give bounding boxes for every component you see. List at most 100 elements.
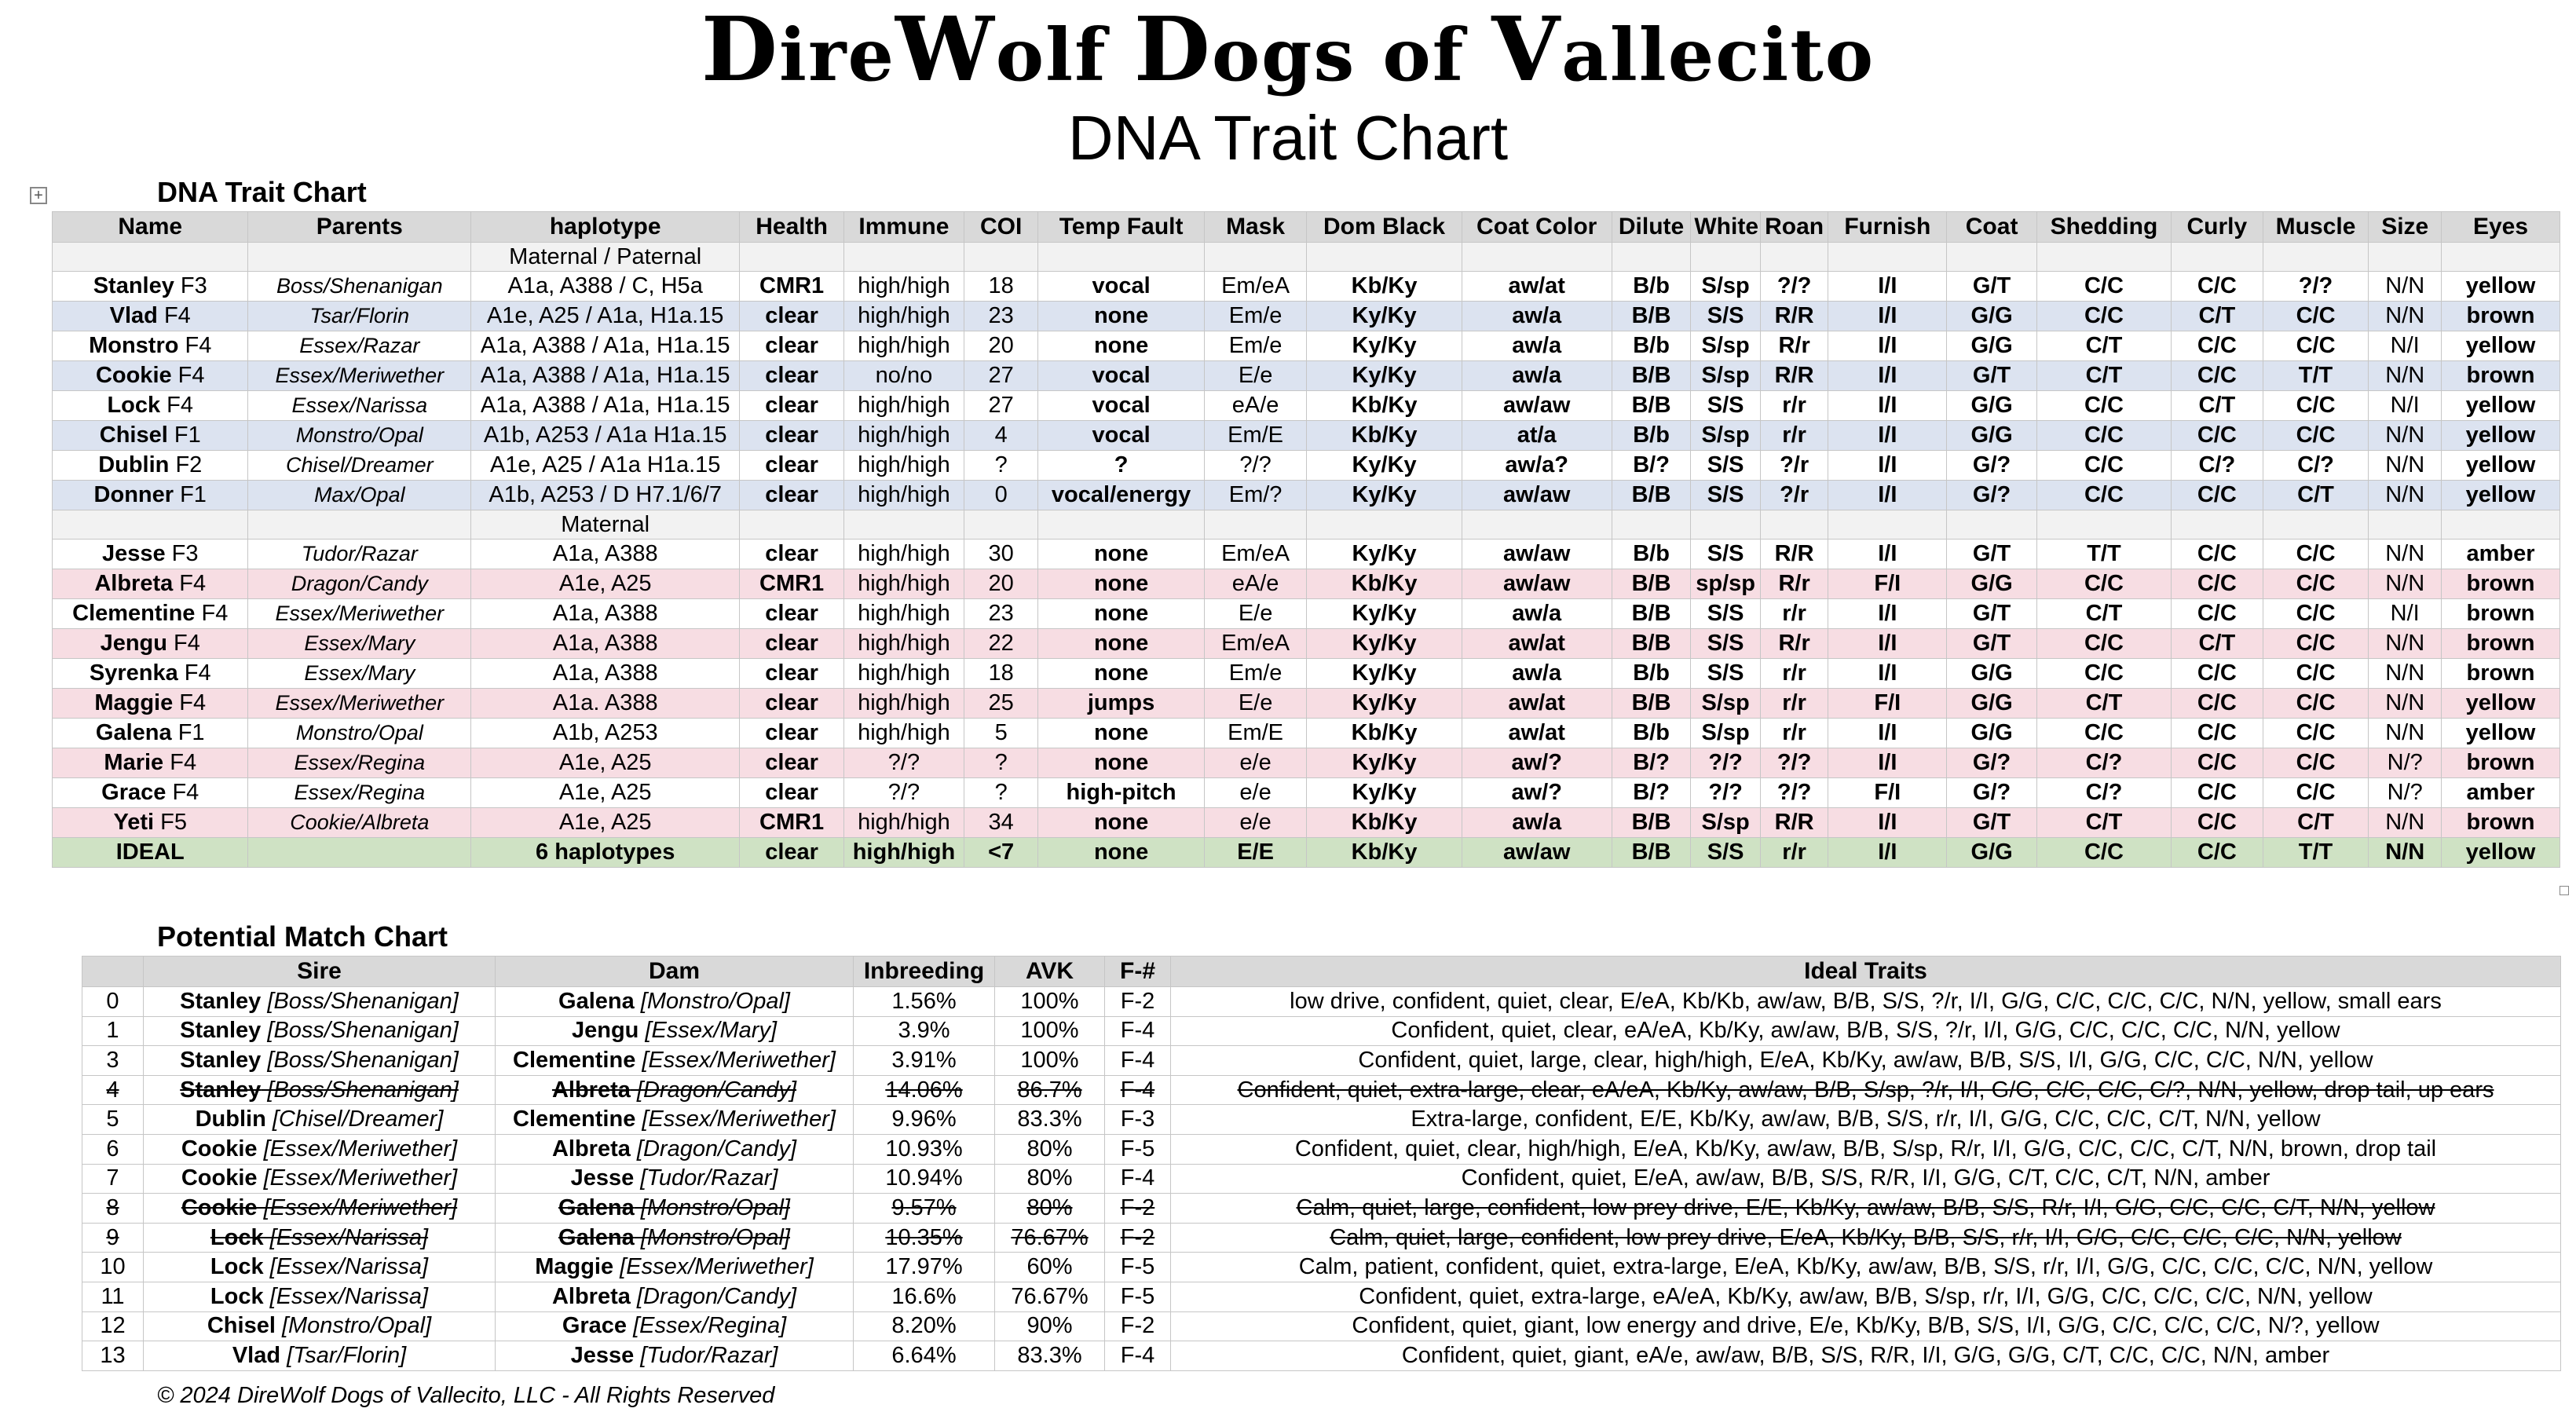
dog-generation: F4	[195, 601, 229, 626]
table-cell: e/e	[1203, 777, 1308, 808]
table-cell: CMR1	[739, 807, 844, 838]
dam-cell: Maggie [Essex/Meriwether]	[495, 1252, 854, 1282]
table-cell: none	[1037, 301, 1205, 331]
table-cell: Em/e	[1203, 658, 1308, 689]
sire-cell: Stanley [Boss/Shenanigan]	[143, 1015, 496, 1047]
table-cell: N/N	[2368, 628, 2442, 659]
table-cell: aw/a?	[1461, 450, 1612, 481]
avk-cell: 76.67%	[994, 1281, 1105, 1312]
table-cell: clear	[739, 539, 844, 569]
table-cell: A1b, A253	[470, 718, 741, 748]
table-cell: ?/r	[1759, 450, 1829, 481]
table-cell: vocal	[1037, 420, 1205, 451]
table-cell: Em/eA	[1203, 539, 1308, 569]
table-cell: Tsar/Florin	[247, 301, 472, 331]
table-cell: yellow	[2440, 718, 2561, 748]
sire-name: Lock	[210, 1224, 264, 1250]
table-cell	[2170, 510, 2263, 540]
ideal-traits-cell: Confident, quiet, extra-large, eA/eA, Kb…	[1170, 1281, 2561, 1312]
table-cell: Essex/Regina	[247, 748, 472, 778]
sire-name: Vlad	[232, 1342, 281, 1368]
table-cell: CMR1	[739, 271, 844, 302]
table-cell: T/T	[2262, 837, 2369, 868]
table-cell: 27	[963, 390, 1039, 421]
table-cell: clear	[739, 390, 844, 421]
match-number: 10	[82, 1252, 144, 1282]
dam-parents: [Monstro/Opal]	[634, 988, 790, 1014]
table-cell: vocal	[1037, 360, 1205, 391]
dog-name: Cookie	[95, 363, 172, 388]
dam-parents: [Monstro/Opal]	[634, 1194, 790, 1220]
table-cell: aw/a	[1461, 598, 1612, 629]
table-cell: A1a, A388 / A1a, H1a.15	[470, 360, 741, 391]
table-row: 1 Stanley [Boss/Shenanigan] Jengu [Essex/M…	[82, 1015, 2561, 1047]
dog-name-cell: Maggie F4	[51, 688, 249, 719]
ideal-traits-cell: Confident, quiet, clear, eA/eA, Kb/Ky, a…	[1170, 1015, 2561, 1047]
table-cell: high/high	[843, 598, 964, 629]
trait-column-header: Dom Black	[1306, 211, 1462, 243]
table-cell: S/S	[1690, 628, 1761, 659]
dog-generation: F1	[174, 482, 207, 507]
table-cell: aw/at	[1461, 271, 1612, 302]
table-cell	[2440, 510, 2561, 540]
avk-cell: 100%	[994, 1015, 1105, 1047]
table-cell: A1a, A388 / A1a, H1a.15	[470, 390, 741, 421]
table-cell: Essex/Mary	[247, 628, 472, 659]
table-cell: C/T	[2170, 390, 2263, 421]
table-cell: B/B	[1611, 807, 1692, 838]
table-cell: aw/aw	[1461, 569, 1612, 599]
table-cell: S/S	[1690, 837, 1761, 868]
table-cell: G/?	[1946, 777, 2037, 808]
dog-generation: F4	[173, 690, 207, 715]
table-cell: S/sp	[1690, 420, 1761, 451]
table-row: Cookie F4 Essex/Meriwether A1a, A388 / A1a…	[51, 360, 2561, 391]
dog-generation: F4	[163, 750, 197, 775]
sire-cell: Cookie [Essex/Meriwether]	[143, 1163, 496, 1194]
table-cell: aw/a	[1461, 331, 1612, 361]
inbreeding-cell: 3.9%	[853, 1015, 995, 1047]
match-number: 5	[82, 1104, 144, 1135]
match-column-header: Dam	[495, 956, 854, 987]
table-cell: Essex/Meriwether	[247, 598, 472, 629]
table-cell: C/C	[2036, 301, 2172, 331]
table-cell	[1306, 242, 1462, 272]
table-cell: Cookie/Albreta	[247, 807, 472, 838]
sire-cell: Vlad [Tsar/Florin]	[143, 1341, 496, 1371]
table-cell: C/C	[2262, 718, 2369, 748]
dog-name-cell: Galena F1	[51, 718, 249, 748]
table-row: 3 Stanley [Boss/Shenanigan] Clementine [Es…	[82, 1045, 2561, 1076]
table-cell: A1a, A388 / A1a, H1a.15	[470, 331, 741, 361]
table-cell: A1e, A25	[470, 777, 741, 808]
table-row: Jengu F4 Essex/Mary A1a, A388 clear high/hig…	[51, 628, 2561, 659]
table-cell: aw/aw	[1461, 837, 1612, 868]
table-row: Grace F4 Essex/Regina A1e, A25 clear ?/?? hig…	[51, 777, 2561, 808]
table-cell: I/I	[1828, 807, 1948, 838]
generation-cell: F-4	[1104, 1015, 1171, 1047]
dog-name: Lock	[107, 393, 161, 418]
table-cell: ?/?	[2262, 271, 2369, 302]
table-cell: N/N	[2368, 569, 2442, 599]
table-cell: high/high	[843, 688, 964, 719]
table-cell: yellow	[2440, 271, 2561, 302]
table-cell	[247, 837, 472, 868]
table-cell: yellow	[2440, 480, 2561, 510]
table-cell: S/S	[1690, 598, 1761, 629]
dog-name-cell: Chisel F1	[51, 420, 249, 451]
table-cell: Kb/Ky	[1306, 807, 1462, 838]
table-cell: Kb/Ky	[1306, 390, 1462, 421]
table-cell: C/C	[2036, 628, 2172, 659]
avk-cell: 86.7%	[994, 1074, 1105, 1106]
table-cell: N/N	[2368, 450, 2442, 481]
table-cell: E/E	[1203, 837, 1308, 868]
table-cell: G/?	[1946, 748, 2037, 778]
table-cell: high/high	[843, 628, 964, 659]
table-resize-handle[interactable]	[2560, 886, 2569, 895]
table-row: Donner F1 Max/Opal A1b, A253 / D H7.1/6/7 c…	[51, 480, 2561, 510]
dog-name: Monstro	[89, 333, 179, 358]
inbreeding-cell: 10.93%	[853, 1133, 995, 1165]
sire-name: Stanley	[180, 1047, 262, 1073]
dam-cell: Clementine [Essex/Meriwether]	[495, 1104, 854, 1135]
expand-collapse-icon[interactable]: +	[30, 187, 47, 204]
dam-name: Grace	[562, 1313, 628, 1339]
avk-cell: 83.3%	[994, 1341, 1105, 1371]
